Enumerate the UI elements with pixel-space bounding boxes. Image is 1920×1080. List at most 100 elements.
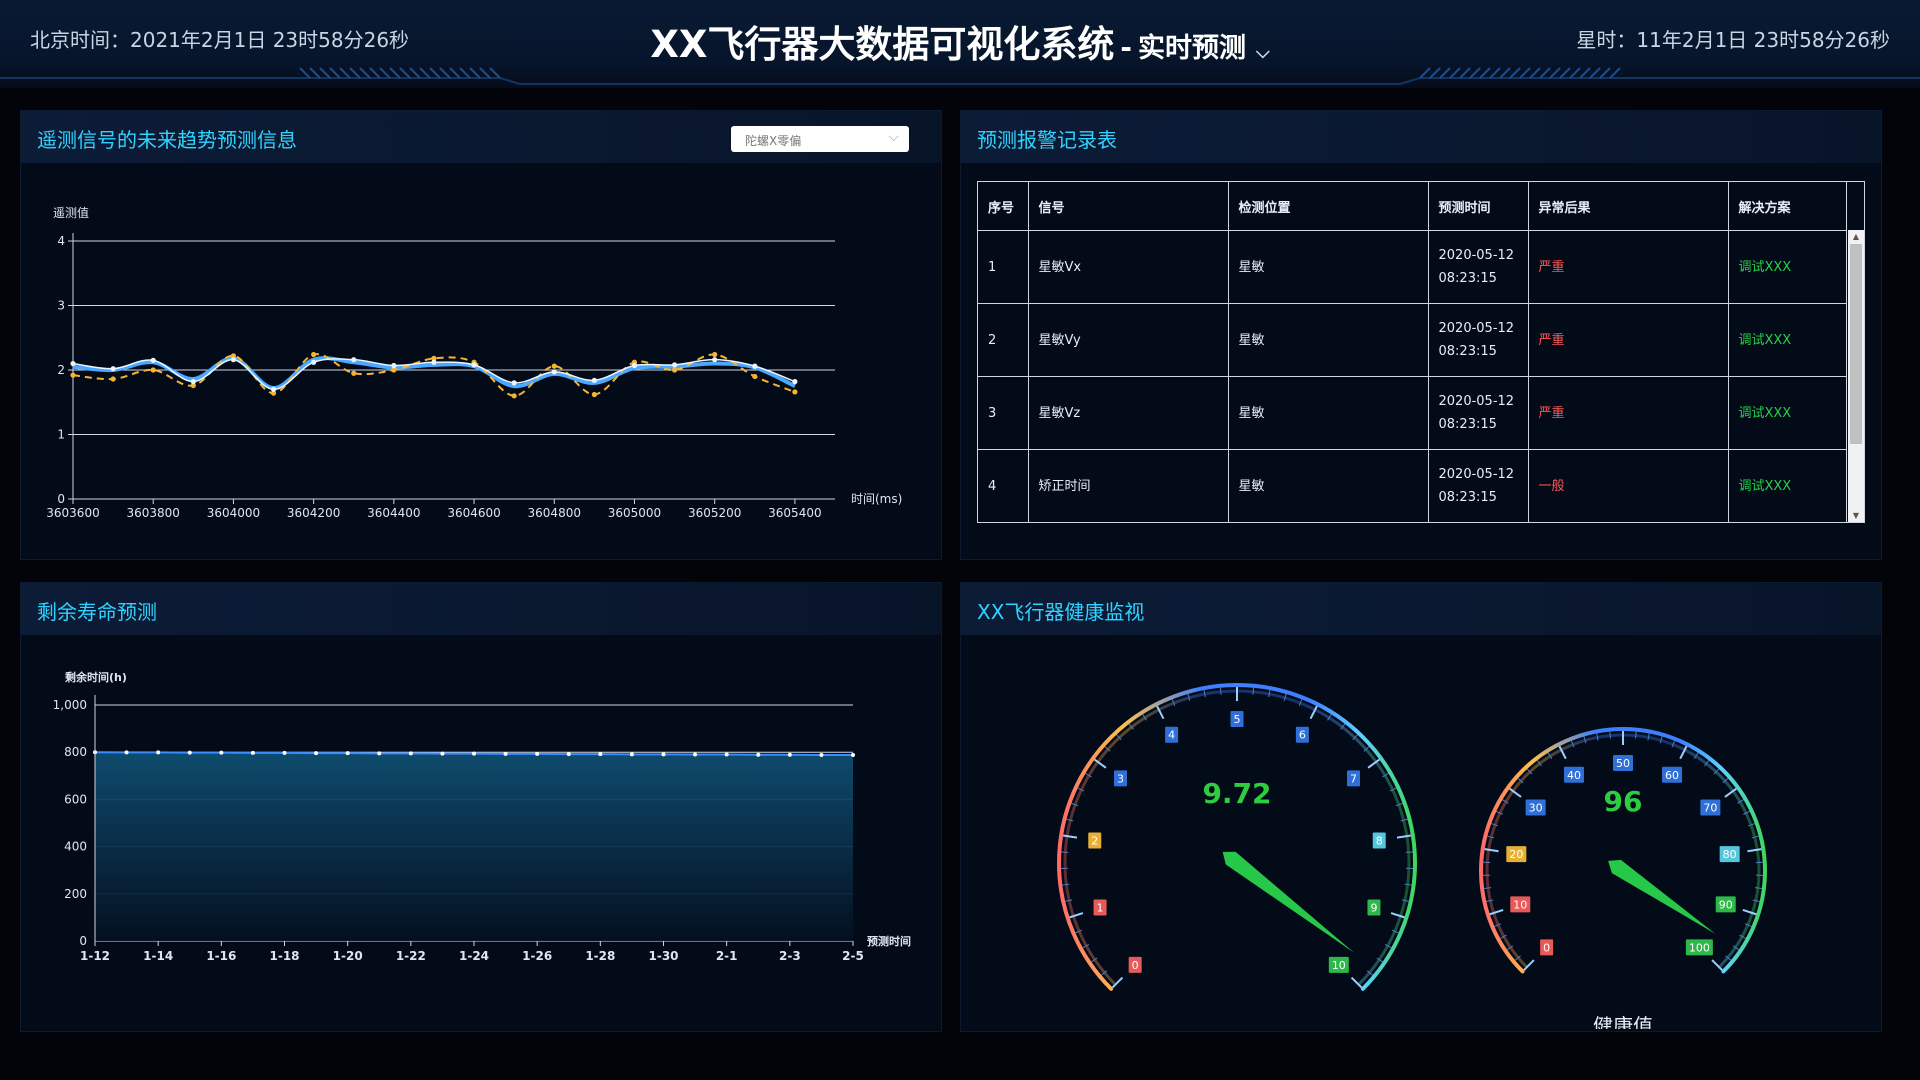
data-point [756,752,761,757]
gauge-tick [1363,746,1370,752]
chevron-down-icon[interactable]: ⌵ [1256,42,1270,63]
header-bar: 北京时间：2021年2月1日 23时58分26秒 XX飞行器大数据可视化系统 - 实… [0,0,1920,88]
gauge-tick [1069,912,1084,919]
gauge-tick [1389,787,1397,792]
gauge-tick-label: 80 [1723,848,1737,861]
gauge-tick [1077,787,1085,792]
data-point [270,386,277,392]
page-title[interactable]: XX飞行器大数据可视化系统 - 实时预测 ⌵ [640,14,1280,68]
gauge-tick-badge [1372,832,1386,849]
y-tick-label: 1 [57,428,65,442]
alarm-table-container[interactable]: 序号 信号 检测位置 预测时间 异常后果 解决方案 1 星敏Vx 星敏 2020… [977,181,1865,523]
gauge-tick [1635,731,1637,739]
col-header-signal[interactable]: 信号 [1027,182,1229,231]
gauge-tick [1596,733,1599,741]
signal-select-value: 陀螺X零偏 [745,134,802,148]
data-point [671,367,678,373]
table-row[interactable]: 2 星敏Vy 星敏 2020-05-12 08:23:15 严重 调试XXX [978,303,1847,377]
gauge-pointer [1222,851,1355,953]
health-panel-header: XX飞行器健康监视 [961,583,1881,635]
scrollbar-thumb[interactable] [1850,244,1862,444]
gauge-tick [1659,736,1663,744]
data-point [591,391,597,398]
cell-no: 2 [978,303,1029,377]
y-tick-label: 600 [64,792,87,806]
cell-solution[interactable]: 调试XXX [1727,376,1847,450]
gauge-tick [1713,768,1720,775]
data-point [311,351,317,358]
gauge-tick [1732,945,1740,951]
col-header-location[interactable]: 检测位置 [1227,182,1429,231]
gauge-tick [1283,693,1287,701]
gauge-tick [1751,835,1759,839]
x-axis-title: 预测时间 [867,934,911,948]
data-point [471,362,477,368]
cell-signal: 矫正时间 [1027,449,1229,522]
cell-date: 2020-05-12 [1438,248,1515,263]
data-point [693,752,698,757]
gauge-tick-label: 90 [1719,898,1733,911]
gauge-tick [1156,705,1165,720]
gauge-tick [1693,752,1699,759]
gauge-tick [1583,736,1587,744]
col-header-solution[interactable]: 解决方案 [1727,182,1847,231]
table-scrollbar[interactable]: ▲ ▼ [1848,230,1864,522]
gauge-tick-badge [1165,726,1179,743]
cell-solution[interactable]: 调试XXX [1727,230,1847,304]
gauge-tick [1500,934,1507,939]
gauge-tick [1737,799,1744,804]
gauge-tick [1724,787,1737,798]
gauge-tick [1486,899,1494,903]
gauge-tick-label: 100 [1689,941,1710,954]
gauge-tick [1203,690,1206,698]
gauge-tick [1491,823,1499,827]
gauge-tick [1101,970,1108,976]
data-point [230,357,237,363]
col-header-no[interactable]: 序号 [978,182,1029,231]
signal-select[interactable]: 陀螺X零偏 ⌵ [731,126,909,152]
table-row[interactable]: 1 星敏Vx 星敏 2020-05-12 08:23:15 严重 调试XXX [978,230,1847,304]
gauge-tick [1743,810,1750,815]
table-row[interactable]: 4 矫正时间 星敏 2020-05-12 08:23:15 一般 调试XXX [978,449,1847,522]
gauge-tick [1366,970,1373,976]
cell-consequence: 严重 [1527,230,1729,304]
y-tick-label: 3 [57,299,65,313]
y-axis-title: 遥测值 [53,205,89,220]
gauge-tick [1739,934,1746,939]
data-point [110,376,116,382]
cell-solution[interactable]: 调试XXX [1727,449,1847,522]
gauge-tick [1754,887,1762,890]
gauge-tick [1396,834,1411,839]
cell-solution[interactable]: 调试XXX [1727,303,1847,377]
col-header-time[interactable]: 预测时间 [1427,182,1529,231]
data-point [671,362,678,368]
gauge-tick [1104,746,1111,752]
gauge-tick [1395,802,1403,807]
alarm-table: 序号 信号 检测位置 预测时间 异常后果 解决方案 1 星敏Vx 星敏 2020… [978,182,1847,522]
gauge-tick [1066,818,1074,822]
y-tick-label: 400 [64,840,87,854]
gauge-tick-badge [1662,766,1683,783]
scroll-down-arrow-icon[interactable]: ▼ [1852,511,1860,520]
mode-selector[interactable]: 实时预测 [1138,33,1247,64]
table-row[interactable]: 3 星敏Vz 星敏 2020-05-12 08:23:15 严重 调试XXX [978,376,1847,450]
area-fill [95,752,853,941]
gauge-tick [1536,760,1542,767]
gauge-tick-badge [1367,899,1381,916]
col-header-consequence[interactable]: 异常后果 [1527,182,1729,231]
x-tick-label: 3604600 [447,506,500,520]
gauge-tick-label: 5 [1234,713,1241,726]
gauge-tick [1071,802,1079,807]
chevron-down-icon[interactable]: ⌵ [888,129,899,145]
gauge-tick [1547,752,1553,759]
data-point [511,380,517,386]
gauge-tick-badge [1525,799,1546,816]
x-tick-label: 3605200 [688,506,741,520]
scroll-up-arrow-icon[interactable]: ▲ [1852,232,1860,241]
gauge-tick [1268,690,1271,698]
cell-clock: 08:23:15 [1438,271,1497,286]
x-tick-label: 3604200 [287,506,340,520]
x-tick-label: 1-26 [522,949,552,963]
data-point [190,382,196,389]
gauge-tick [1570,740,1575,748]
